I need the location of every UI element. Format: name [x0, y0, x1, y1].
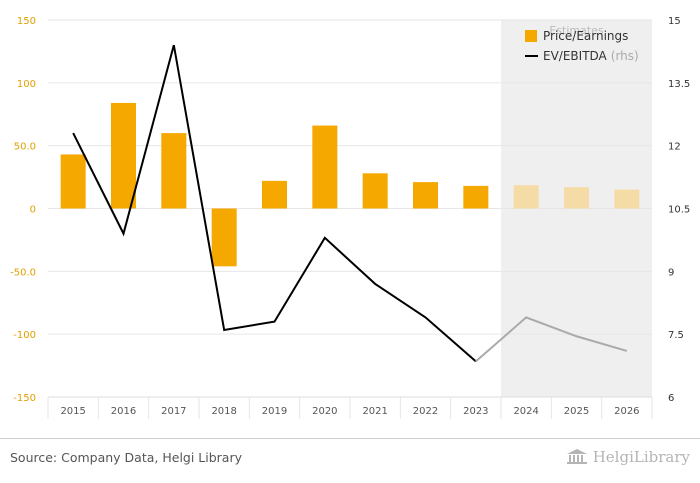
- left-tick-label: 50.0: [14, 142, 36, 153]
- x-tick-label: 2025: [564, 406, 589, 417]
- x-tick-label: 2023: [463, 406, 488, 417]
- right-tick-label: 7.5: [668, 330, 684, 341]
- legend-label-ev-ebitda-suffix: (rhs): [611, 49, 639, 63]
- bar-price-earnings-2026: [614, 189, 640, 209]
- left-tick-label: 150: [17, 16, 36, 27]
- x-tick-label: 2026: [614, 406, 639, 417]
- legend: Price/Earnings EV/EBITDA (rhs): [525, 29, 639, 63]
- bar-price-earnings-2016: [111, 102, 136, 209]
- x-tick-label: 2016: [111, 406, 136, 417]
- bar-price-earnings-2017: [161, 133, 187, 209]
- helgi-library-logo[interactable]: HelgiLibrary: [566, 448, 690, 466]
- source-note: Source: Company Data, Helgi Library: [10, 450, 243, 465]
- right-tick-label: 10.5: [668, 205, 690, 216]
- footer-divider: [0, 438, 700, 439]
- right-tick-label: 13.5: [668, 79, 690, 90]
- x-tick-label: 2020: [312, 406, 337, 417]
- bar-price-earnings-2025: [564, 187, 589, 209]
- legend-label-ev-ebitda: EV/EBITDA (rhs): [543, 49, 639, 63]
- library-building-icon: [566, 449, 587, 464]
- bars: [60, 102, 640, 267]
- ev-ebitda-line-actual: [72, 44, 477, 363]
- logo-text: HelgiLibrary: [592, 448, 690, 466]
- x-tick-label: 2024: [513, 406, 538, 417]
- bar-price-earnings-2023: [463, 185, 489, 209]
- x-tick-label: 2021: [362, 406, 387, 417]
- bar-price-earnings-2015: [60, 154, 86, 209]
- left-axis-ticks: 150 100 50.0 0 -50.0 -100 -150: [10, 16, 36, 404]
- x-tick-label: 2019: [262, 406, 287, 417]
- right-tick-label: 6: [668, 393, 674, 404]
- bar-price-earnings-2020: [312, 125, 338, 209]
- x-tick-label: 2018: [211, 406, 236, 417]
- x-tick-label: 2022: [413, 406, 438, 417]
- x-axis: 2015 2016 2017 2018 2019 2020 2021 2022 2023 2024…: [47, 396, 653, 419]
- bar-price-earnings-2024: [513, 185, 539, 209]
- left-tick-label: -150: [13, 393, 36, 404]
- left-tick-label: -100: [13, 330, 36, 341]
- bar-price-earnings-2018: [211, 208, 237, 267]
- bar-price-earnings-2022: [413, 182, 438, 209]
- legend-label-ev-ebitda-name: EV/EBITDA: [543, 49, 608, 63]
- bar-price-earnings-2021: [362, 173, 388, 209]
- ev-ebitda-line: [72, 44, 628, 363]
- left-tick-label: -50.0: [10, 267, 36, 278]
- right-tick-label: 15: [668, 16, 681, 27]
- right-axis-ticks: 15 13.5 12 10.5 9 7.5 6: [668, 16, 690, 404]
- legend-swatch-price-earnings: [525, 30, 537, 42]
- ev-ebitda-line-estimate: [475, 316, 628, 363]
- left-tick-label: 0: [30, 205, 36, 216]
- right-tick-label: 9: [668, 267, 674, 278]
- bar-price-earnings-2019: [262, 180, 287, 209]
- estimates-label: Estimates: [549, 24, 604, 37]
- legend-label-price-earnings: Price/Earnings: [543, 29, 628, 43]
- x-tick-label: 2015: [60, 406, 85, 417]
- right-tick-label: 12: [668, 142, 681, 153]
- chart: Estimates 2015 2016 2017 2018 2019 2020 2021 20…: [10, 16, 690, 419]
- x-tick-label: 2017: [161, 406, 186, 417]
- left-tick-label: 100: [17, 79, 36, 90]
